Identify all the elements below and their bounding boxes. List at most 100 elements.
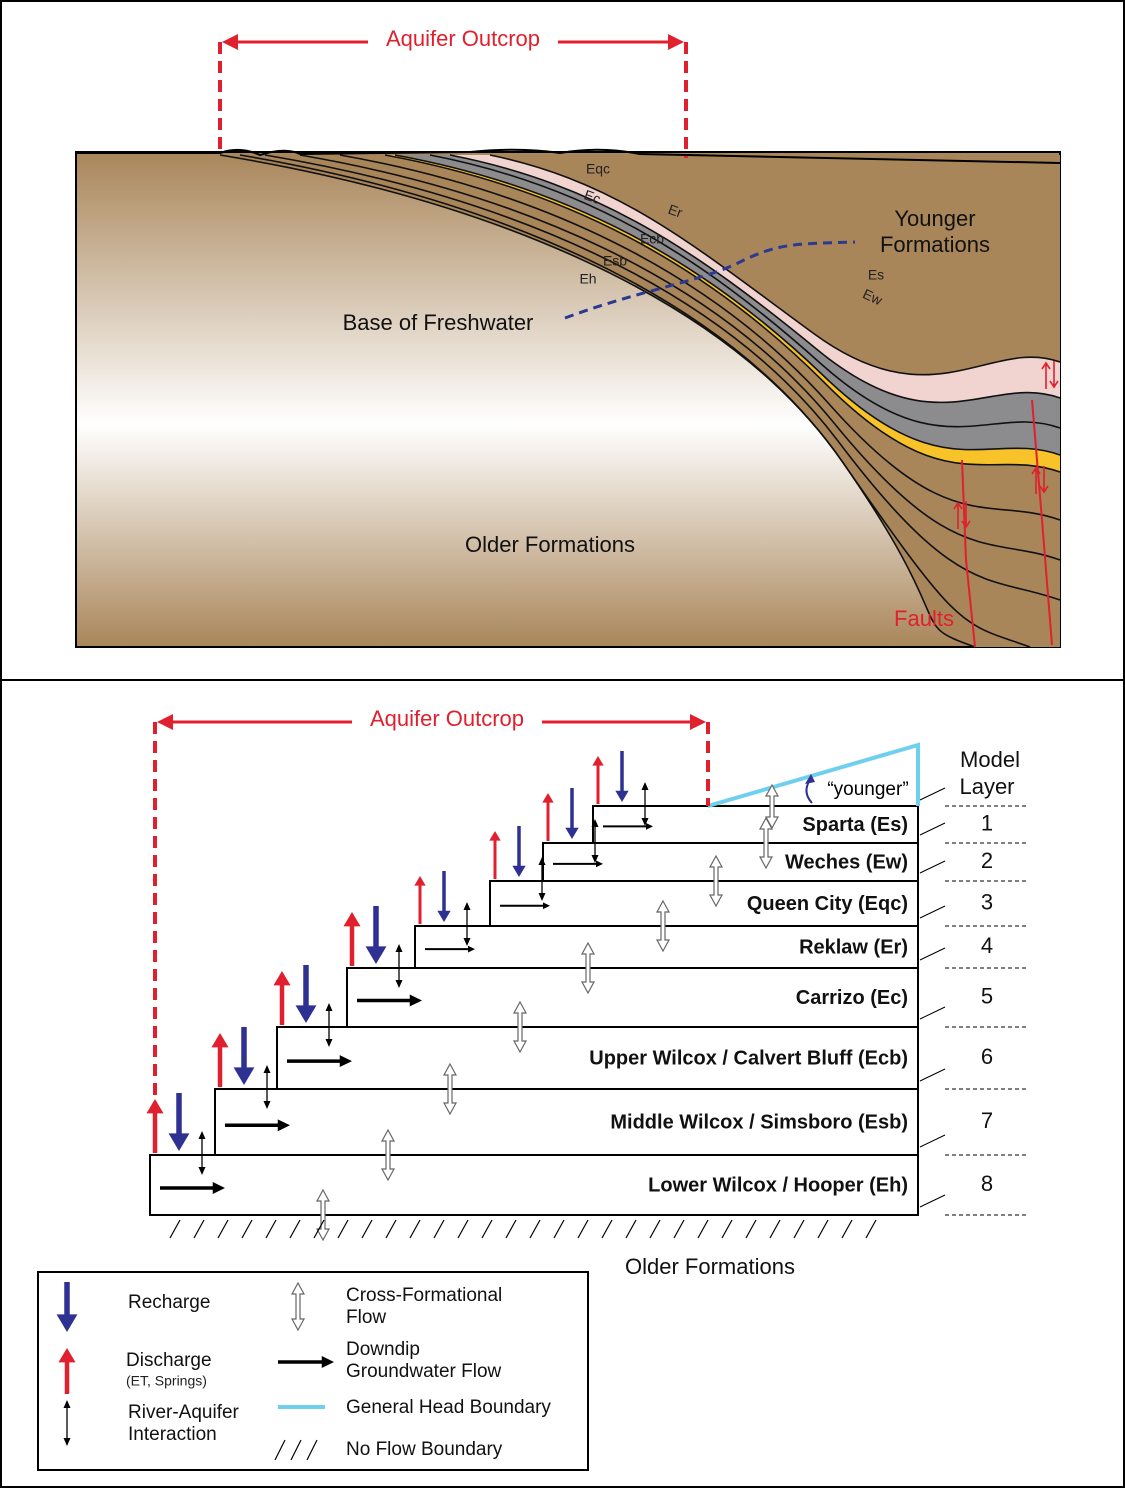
- layer-number: 5: [981, 983, 993, 1008]
- edge-tick: [920, 823, 945, 835]
- outcrop-label: Aquifer Outcrop: [370, 706, 524, 731]
- no-flow-hatch: [386, 1220, 396, 1238]
- layer-name: Upper Wilcox / Calvert Bluff (Ecb): [589, 1047, 908, 1069]
- no-flow-hatch: [410, 1220, 420, 1238]
- no-flow-hatch: [650, 1220, 660, 1238]
- no-flow-hatch: [242, 1220, 252, 1238]
- flow-head: [565, 828, 578, 839]
- younger-note: “younger”: [827, 779, 908, 800]
- layer-name: Middle Wilcox / Simsboro (Esb): [610, 1111, 908, 1133]
- legend-label: (ET, Springs): [126, 1373, 207, 1389]
- layer-number: 3: [981, 889, 993, 914]
- legend-label: River-Aquifer: [128, 1402, 240, 1423]
- river-head: [264, 1065, 271, 1073]
- layer-name: Lower Wilcox / Hooper (Eh): [648, 1174, 908, 1196]
- legend-label: Discharge: [126, 1350, 212, 1371]
- flow-head: [296, 1005, 317, 1023]
- no-flow-hatch: [362, 1220, 372, 1238]
- river-head: [642, 782, 649, 790]
- faults-label: Faults: [894, 606, 954, 631]
- legend-label: Downdip: [346, 1339, 420, 1360]
- diagram: EqcEcErEcbEsbEhEsEw Sparta (Es)1Weches (…: [0, 0, 1125, 1488]
- flow-head: [489, 831, 500, 841]
- formation-label: Ecb: [640, 231, 664, 247]
- edge-tick: [920, 1007, 945, 1019]
- no-flow-hatch: [818, 1220, 828, 1238]
- older-label: Older Formations: [625, 1254, 795, 1279]
- edge-tick: [920, 906, 945, 918]
- no-flow-hatch: [338, 1220, 348, 1238]
- layer-number: 7: [981, 1108, 993, 1133]
- no-flow-hatch: [266, 1220, 276, 1238]
- freshwater-label: Base of Freshwater: [343, 310, 534, 335]
- edge-tick: [920, 788, 945, 800]
- no-flow-hatch: [626, 1220, 636, 1238]
- legend-label: Interaction: [128, 1424, 217, 1445]
- no-flow-hatch: [218, 1220, 228, 1238]
- no-flow-hatch: [746, 1220, 756, 1238]
- layer-name: Reklaw (Er): [799, 936, 908, 958]
- no-flow-hatch: [434, 1220, 444, 1238]
- river-head: [199, 1131, 206, 1139]
- legend: Recharge Discharge (ET, Springs) River-Aqui…: [38, 1272, 588, 1470]
- river-head: [326, 1003, 333, 1011]
- layer-number: 2: [981, 848, 993, 873]
- flow-head: [366, 946, 387, 964]
- formation-label: Es: [868, 267, 884, 283]
- flow-head: [234, 1067, 255, 1085]
- no-flow-hatch: [602, 1220, 612, 1238]
- arrow-head: [157, 714, 173, 730]
- no-flow-hatch: [794, 1220, 804, 1238]
- flow-head: [512, 866, 525, 877]
- no-flow-hatch: [674, 1220, 684, 1238]
- no-flow-hatch: [770, 1220, 780, 1238]
- flow-head: [211, 1033, 228, 1047]
- no-flow-hatch: [482, 1220, 492, 1238]
- no-flow-hatch: [578, 1220, 588, 1238]
- edge-tick: [920, 1069, 945, 1081]
- legend-label: Recharge: [128, 1292, 210, 1313]
- formation-label: Esb: [603, 253, 627, 269]
- no-flow-hatch: [698, 1220, 708, 1238]
- older-label: Older Formations: [465, 532, 635, 557]
- flow-head: [615, 791, 628, 802]
- flow-head: [592, 756, 603, 766]
- layer-header: Model: [960, 747, 1020, 772]
- no-flow-hatch: [530, 1220, 540, 1238]
- flow-head: [414, 876, 425, 886]
- flow-head: [437, 911, 450, 922]
- arrow-head: [222, 34, 238, 50]
- no-flow-hatch: [458, 1220, 468, 1238]
- legend-label: Groundwater Flow: [346, 1361, 502, 1382]
- layer-number: 8: [981, 1171, 993, 1196]
- no-flow-hatch: [506, 1220, 516, 1238]
- layer-name: Carrizo (Ec): [796, 987, 908, 1009]
- younger-label: Formations: [880, 232, 990, 257]
- flow-head: [169, 1133, 190, 1151]
- no-flow-hatch: [554, 1220, 564, 1238]
- layer-number: 4: [981, 933, 993, 958]
- layer-name: Queen City (Eqc): [747, 893, 908, 915]
- flow-head: [542, 793, 553, 803]
- layer-number: 6: [981, 1044, 993, 1069]
- outcrop-label: Aquifer Outcrop: [386, 26, 540, 51]
- layer-name: Weches (Ew): [785, 851, 908, 873]
- river-head: [464, 902, 471, 910]
- younger-label: Younger: [894, 206, 975, 231]
- no-flow-hatch: [170, 1220, 180, 1238]
- edge-tick: [920, 948, 945, 960]
- edge-tick: [920, 1135, 945, 1147]
- flow-head: [343, 912, 360, 926]
- no-flow-hatch: [722, 1220, 732, 1238]
- no-flow-hatch: [842, 1220, 852, 1238]
- legend-label: Cross-Formational: [346, 1285, 502, 1306]
- legend-box: [38, 1272, 588, 1470]
- layer-number: 1: [981, 810, 993, 835]
- legend-label: No Flow Boundary: [346, 1439, 503, 1460]
- arrow-head: [668, 34, 684, 50]
- river-head: [396, 944, 403, 952]
- edge-tick: [920, 861, 945, 873]
- arrow-head: [690, 714, 706, 730]
- legend-label: General Head Boundary: [346, 1397, 551, 1418]
- no-flow-hatch: [290, 1220, 300, 1238]
